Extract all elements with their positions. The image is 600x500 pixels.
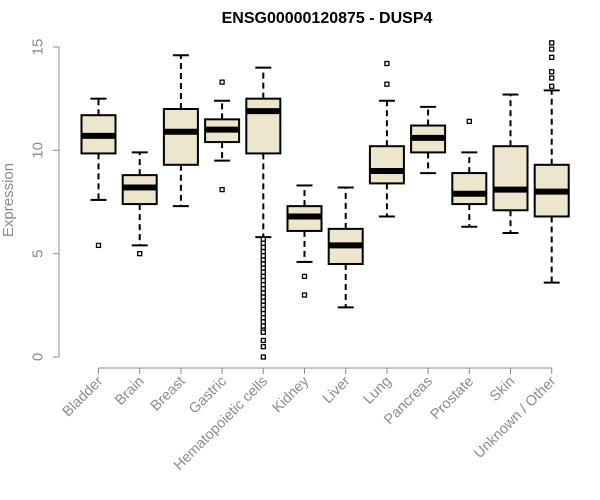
outlier-point [549, 69, 555, 75]
y-tick-label: 0 [30, 353, 47, 361]
outlier-point [260, 298, 266, 304]
x-tick-label: Breast [148, 374, 189, 415]
x-tick-label: Brain [112, 374, 147, 409]
box-pancreas [410, 105, 447, 175]
y-tick-label: 15 [30, 39, 47, 56]
box-brain [121, 151, 158, 257]
outlier-point [260, 319, 266, 325]
iqr-box [245, 97, 282, 155]
box-breast [162, 54, 199, 208]
outlier-point [260, 277, 266, 284]
y-axis-label: Expression [0, 163, 17, 237]
outlier-point [549, 54, 555, 60]
x-tick-label: Liver [320, 373, 354, 407]
outlier-point [260, 310, 266, 317]
outlier-point [549, 46, 555, 52]
box-hematopoietic-cells [245, 66, 282, 360]
outlier-point [219, 79, 225, 85]
iqr-box [492, 145, 529, 212]
outlier-point [384, 81, 390, 87]
outlier-point [260, 273, 266, 280]
outlier-point [260, 344, 266, 350]
outlier-point [260, 282, 266, 288]
outlier-point [260, 294, 266, 300]
outlier-point [549, 75, 555, 81]
iqr-box [162, 108, 199, 166]
outlier-point [260, 261, 266, 267]
boxes-group [80, 40, 570, 360]
x-tick-label: Lung [361, 374, 395, 408]
box-unknown-other [533, 40, 570, 284]
outlier-point [137, 251, 143, 257]
y-tick-label: 10 [30, 142, 47, 159]
x-tick-label: Prostate [428, 374, 477, 423]
x-tick-label: Kidney [270, 373, 313, 416]
box-gastric [204, 79, 241, 193]
box-bladder [80, 97, 117, 249]
chart-title: ENSG00000120875 - DUSP4 [222, 10, 433, 27]
outlier-point [466, 118, 472, 125]
x-tick-label: Bladder [60, 373, 107, 420]
iqr-box [368, 145, 405, 185]
box-kidney [286, 184, 323, 298]
outlier-point [260, 302, 266, 308]
outlier-point [260, 248, 266, 255]
box-skin [492, 93, 529, 234]
outlier-point [301, 292, 308, 298]
box-lung [368, 60, 405, 218]
outlier-point [260, 286, 266, 292]
outlier-point [549, 40, 555, 46]
outlier-point [219, 186, 225, 193]
outlier-point [260, 236, 266, 242]
y-tick-label: 5 [30, 249, 47, 257]
box-liver [327, 186, 364, 309]
outlier-point [260, 354, 266, 360]
outlier-point [301, 273, 308, 280]
outlier-point [260, 269, 266, 275]
outlier-point [260, 337, 266, 344]
outlier-point [260, 315, 266, 321]
outlier-point [260, 244, 266, 251]
outlier-point [260, 290, 266, 296]
iqr-box [451, 172, 488, 206]
outlier-point [260, 257, 266, 263]
box-prostate [451, 118, 488, 228]
y-axis: 0 5 10 15 [30, 39, 60, 361]
outlier-point [260, 323, 266, 329]
outlier-point [260, 265, 266, 271]
outlier-point [260, 306, 266, 313]
outlier-point [260, 240, 266, 246]
outlier-point [260, 253, 266, 259]
x-tick-label: Skin [487, 374, 518, 405]
outlier-point [549, 83, 555, 89]
outlier-point [95, 242, 102, 249]
outlier-point [260, 329, 266, 335]
outlier-point [384, 60, 390, 67]
